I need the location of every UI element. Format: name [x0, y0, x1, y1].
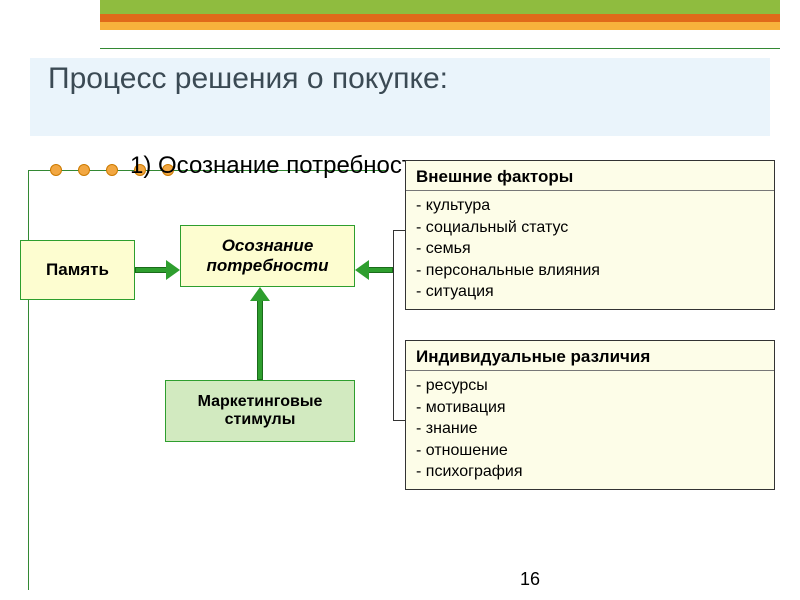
node-marketing-label: Маркетинговые стимулы: [170, 393, 350, 429]
top-band: [100, 0, 780, 40]
page-title: Процесс решения о покупке:: [48, 62, 752, 96]
panel-individual-item: мотивация: [416, 397, 764, 419]
conn-right-h1: [393, 230, 405, 231]
panel-external-item: ситуация: [416, 281, 764, 303]
deco-line-top: [100, 48, 780, 49]
panel-individual-item: психография: [416, 461, 764, 483]
panel-external-item: персональные влияния: [416, 260, 764, 282]
panel-individual-title: Индивидуальные различия: [416, 347, 764, 367]
node-awareness: Осознание потребности: [180, 225, 355, 287]
diagram: Память Осознание потребности Маркетингов…: [0, 170, 800, 600]
panel-external-title: Внешние факторы: [416, 167, 764, 187]
title-box: Процесс решения о покупке:: [30, 58, 770, 136]
node-memory: Память: [20, 240, 135, 300]
panel-individual-item: ресурсы: [416, 375, 764, 397]
node-memory-label: Память: [46, 260, 109, 280]
panel-external-item: социальный статус: [416, 217, 764, 239]
conn-right-h2: [393, 420, 405, 421]
page-number: 16: [520, 569, 540, 590]
panel-individual-item: отношение: [416, 440, 764, 462]
node-awareness-label: Осознание потребности: [185, 236, 350, 276]
panel-external-item: семья: [416, 238, 764, 260]
panel-external: Внешние факторы культурасоциальный стату…: [405, 160, 775, 310]
node-marketing: Маркетинговые стимулы: [165, 380, 355, 442]
panel-individual-item: знание: [416, 418, 764, 440]
conn-right-v: [393, 230, 394, 420]
panel-external-item: культура: [416, 195, 764, 217]
panel-individual: Индивидуальные различия ресурсымотивация…: [405, 340, 775, 490]
